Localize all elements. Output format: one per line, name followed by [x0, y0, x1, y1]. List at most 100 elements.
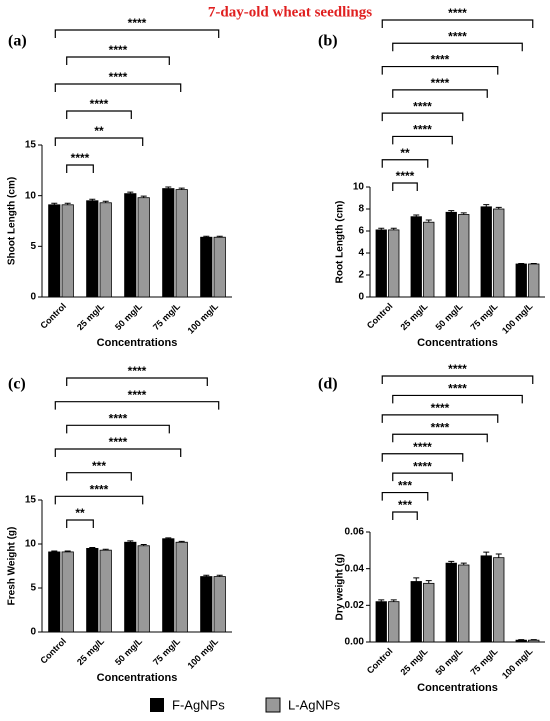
y-tick-label: 8: [358, 204, 364, 215]
y-tick-label: 15: [25, 495, 37, 506]
error-bar: [51, 202, 58, 205]
error-bar: [203, 574, 210, 577]
x-tick-label: 75 mg/L: [468, 301, 499, 332]
bar: [175, 189, 188, 298]
error-bar: [483, 551, 490, 556]
significance-bracket: [381, 65, 499, 75]
significance-label: **: [400, 146, 410, 160]
significance-label: ****: [109, 412, 128, 426]
significance-label: ****: [448, 29, 467, 43]
significance-label: **: [94, 124, 104, 138]
bar: [515, 263, 527, 298]
y-tick-label: 0.02: [345, 600, 365, 611]
y-tick-label: 4: [358, 248, 364, 259]
significance-label: ****: [431, 76, 450, 90]
bar: [213, 236, 226, 298]
significance-bracket: [392, 182, 418, 191]
significance-bracket: [54, 448, 182, 457]
significance-bracket: [392, 394, 523, 404]
error-bar: [448, 560, 455, 564]
error-bar: [178, 187, 185, 190]
bar: [375, 229, 387, 298]
x-tick-label: 100 mg/L: [500, 301, 535, 336]
error-bar: [390, 227, 397, 230]
bar: [493, 557, 505, 643]
error-bar: [64, 550, 71, 552]
bar: [493, 208, 505, 298]
significance-bracket: [66, 110, 132, 119]
panel-label: (c): [8, 376, 26, 393]
error-bar: [460, 562, 467, 565]
error-bar: [203, 235, 210, 238]
error-bar: [413, 214, 420, 217]
bar: [213, 576, 226, 633]
bar: [410, 581, 422, 643]
y-tick-label: 5: [30, 583, 36, 594]
error-bar: [102, 548, 109, 551]
bar: [458, 214, 470, 298]
error-bar: [518, 262, 525, 264]
error-bar: [495, 553, 502, 558]
y-tick-label: 0.04: [345, 563, 365, 574]
error-bar: [216, 574, 223, 577]
legend-swatch: [265, 697, 281, 713]
x-tick-label: 25 mg/L: [75, 636, 106, 667]
significance-label: ***: [398, 479, 412, 493]
significance-label: ****: [128, 388, 147, 402]
y-tick-label: 0.00: [345, 637, 365, 648]
significance-label: ****: [413, 440, 432, 454]
y-tick-label: 2: [358, 270, 364, 281]
y-tick-label: 10: [25, 539, 37, 550]
x-tick-label: 75 mg/L: [151, 636, 182, 667]
error-bar: [530, 639, 537, 641]
significance-label: ****: [109, 43, 128, 57]
significance-bracket: [381, 112, 464, 122]
significance-bracket: [392, 42, 523, 52]
y-tick-label: 0.06: [345, 527, 365, 538]
significance-bracket: [54, 29, 220, 38]
bar: [99, 549, 112, 633]
x-axis-label: Concentrations: [97, 672, 178, 684]
x-tick-label: Control: [365, 646, 395, 676]
bar: [162, 538, 175, 633]
significance-bracket: [54, 83, 182, 92]
bar: [528, 639, 540, 643]
error-bar: [165, 186, 172, 189]
x-tick-label: 25 mg/L: [75, 301, 106, 332]
significance-bracket: [381, 19, 534, 28]
bar: [375, 601, 387, 643]
y-tick-label: 10: [353, 182, 365, 193]
error-bar: [378, 599, 385, 602]
significance-bracket: [54, 137, 144, 146]
error-bar: [127, 540, 134, 543]
x-axis-label: Concentrations: [417, 682, 498, 694]
significance-bracket: [381, 159, 429, 168]
x-tick-label: Control: [38, 301, 68, 331]
x-tick-label: 50 mg/L: [433, 301, 464, 332]
bar: [458, 564, 470, 643]
significance-bracket: [54, 401, 220, 410]
error-bar: [216, 235, 223, 238]
x-tick-label: 100 mg/L: [500, 646, 535, 681]
x-tick-label: Control: [38, 636, 68, 666]
y-tick-label: 10: [25, 190, 37, 201]
error-bar: [530, 262, 537, 264]
significance-label: ****: [431, 401, 450, 415]
error-bar: [378, 227, 385, 230]
significance-label: ****: [448, 6, 467, 20]
y-axis-label: Shoot Length (cm): [7, 177, 18, 265]
bar: [445, 562, 457, 643]
bar: [175, 541, 188, 633]
bar: [137, 545, 150, 633]
x-axis-label: Concentrations: [417, 337, 498, 349]
bar: [200, 576, 213, 633]
significance-bracket: [66, 164, 94, 173]
error-bar: [448, 210, 455, 213]
x-tick-label: Control: [365, 301, 395, 331]
x-tick-label: 25 mg/L: [398, 646, 429, 677]
x-tick-label: 75 mg/L: [468, 646, 499, 677]
significance-bracket: [66, 56, 170, 65]
error-bar: [165, 537, 172, 539]
error-bar: [425, 580, 432, 584]
